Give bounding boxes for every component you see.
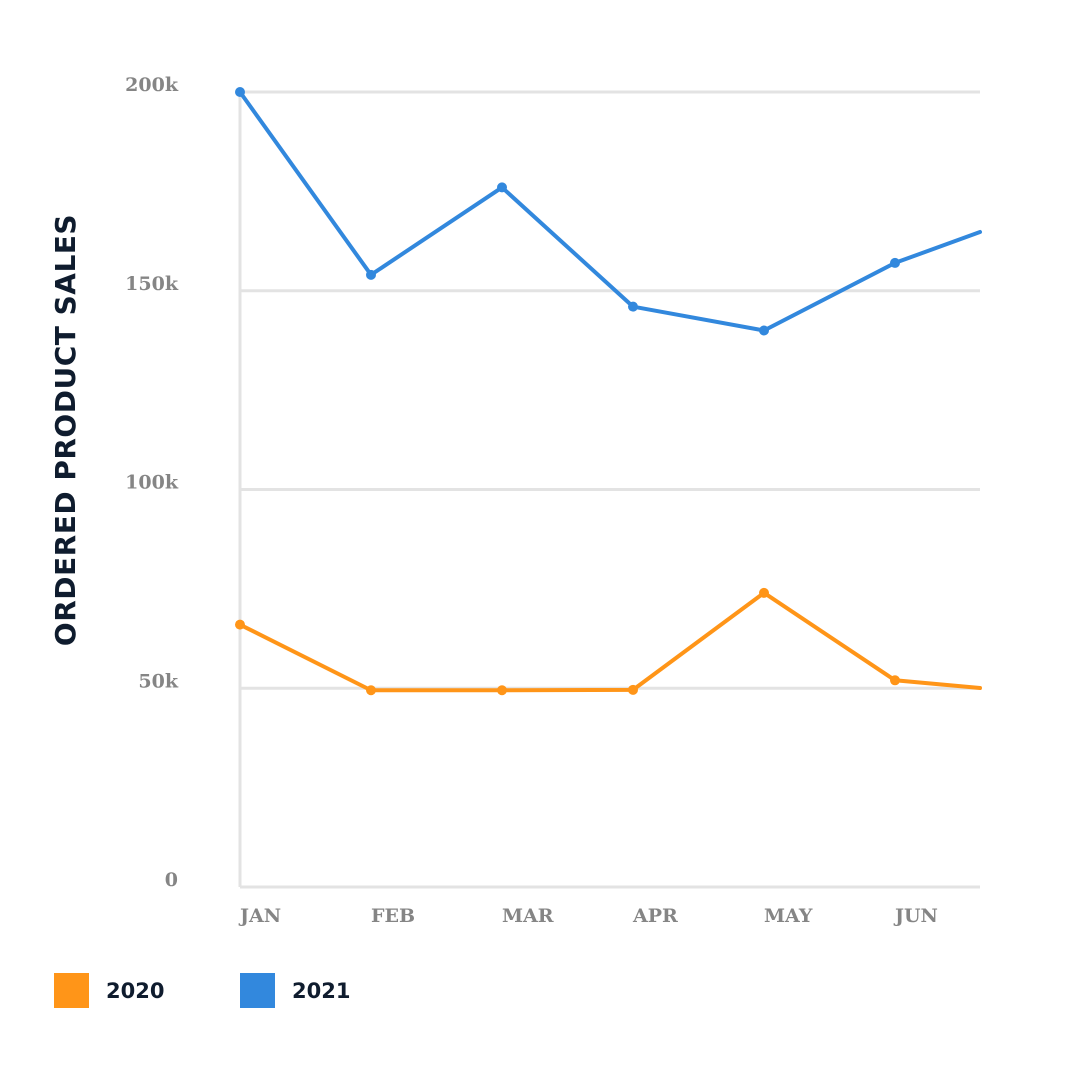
data-point-2020 <box>366 685 376 696</box>
x-tick-label: JAN <box>238 905 281 927</box>
y-axis-label: ORDERED PRODUCT SALES <box>49 214 82 646</box>
data-point-2021 <box>628 301 638 312</box>
x-tick-label: APR <box>632 905 678 927</box>
y-tick-label: 200k <box>125 74 179 96</box>
data-point-2020 <box>628 684 638 695</box>
data-point-2020 <box>235 619 245 630</box>
series-line-2021 <box>238 90 982 333</box>
series-line-2020 <box>238 590 982 693</box>
data-point-2021 <box>235 87 245 97</box>
x-tick-label: FEB <box>371 905 415 927</box>
x-tick-label: MAY <box>764 905 813 927</box>
data-point-2021 <box>497 182 507 193</box>
legend-label-2021: 2021 <box>292 979 350 1003</box>
y-tick-label: 0 <box>165 869 178 891</box>
x-tick-label: JUN <box>893 905 938 927</box>
data-point-2021 <box>759 325 769 336</box>
data-point-2020 <box>497 685 507 696</box>
y-tick-label: 50k <box>138 670 178 692</box>
series-lines <box>235 87 982 696</box>
legend-swatch-2020 <box>54 973 89 1008</box>
legend: 2020 2021 <box>54 973 350 1008</box>
data-point-2021 <box>366 269 376 280</box>
y-axis-ticks: 0 50k 100k 150k 200k <box>125 74 179 891</box>
legend-label-2020: 2020 <box>106 979 164 1003</box>
gridlines <box>238 90 980 889</box>
x-axis-ticks: JAN FEB MAR APR MAY JUN <box>238 905 938 927</box>
x-tick-label: MAR <box>502 905 554 927</box>
data-point-2020 <box>890 675 900 686</box>
data-point-2021 <box>890 257 900 268</box>
y-tick-label: 150k <box>125 273 179 295</box>
y-tick-label: 100k <box>125 472 179 494</box>
legend-swatch-2021 <box>240 973 275 1008</box>
data-point-2020 <box>759 587 769 598</box>
